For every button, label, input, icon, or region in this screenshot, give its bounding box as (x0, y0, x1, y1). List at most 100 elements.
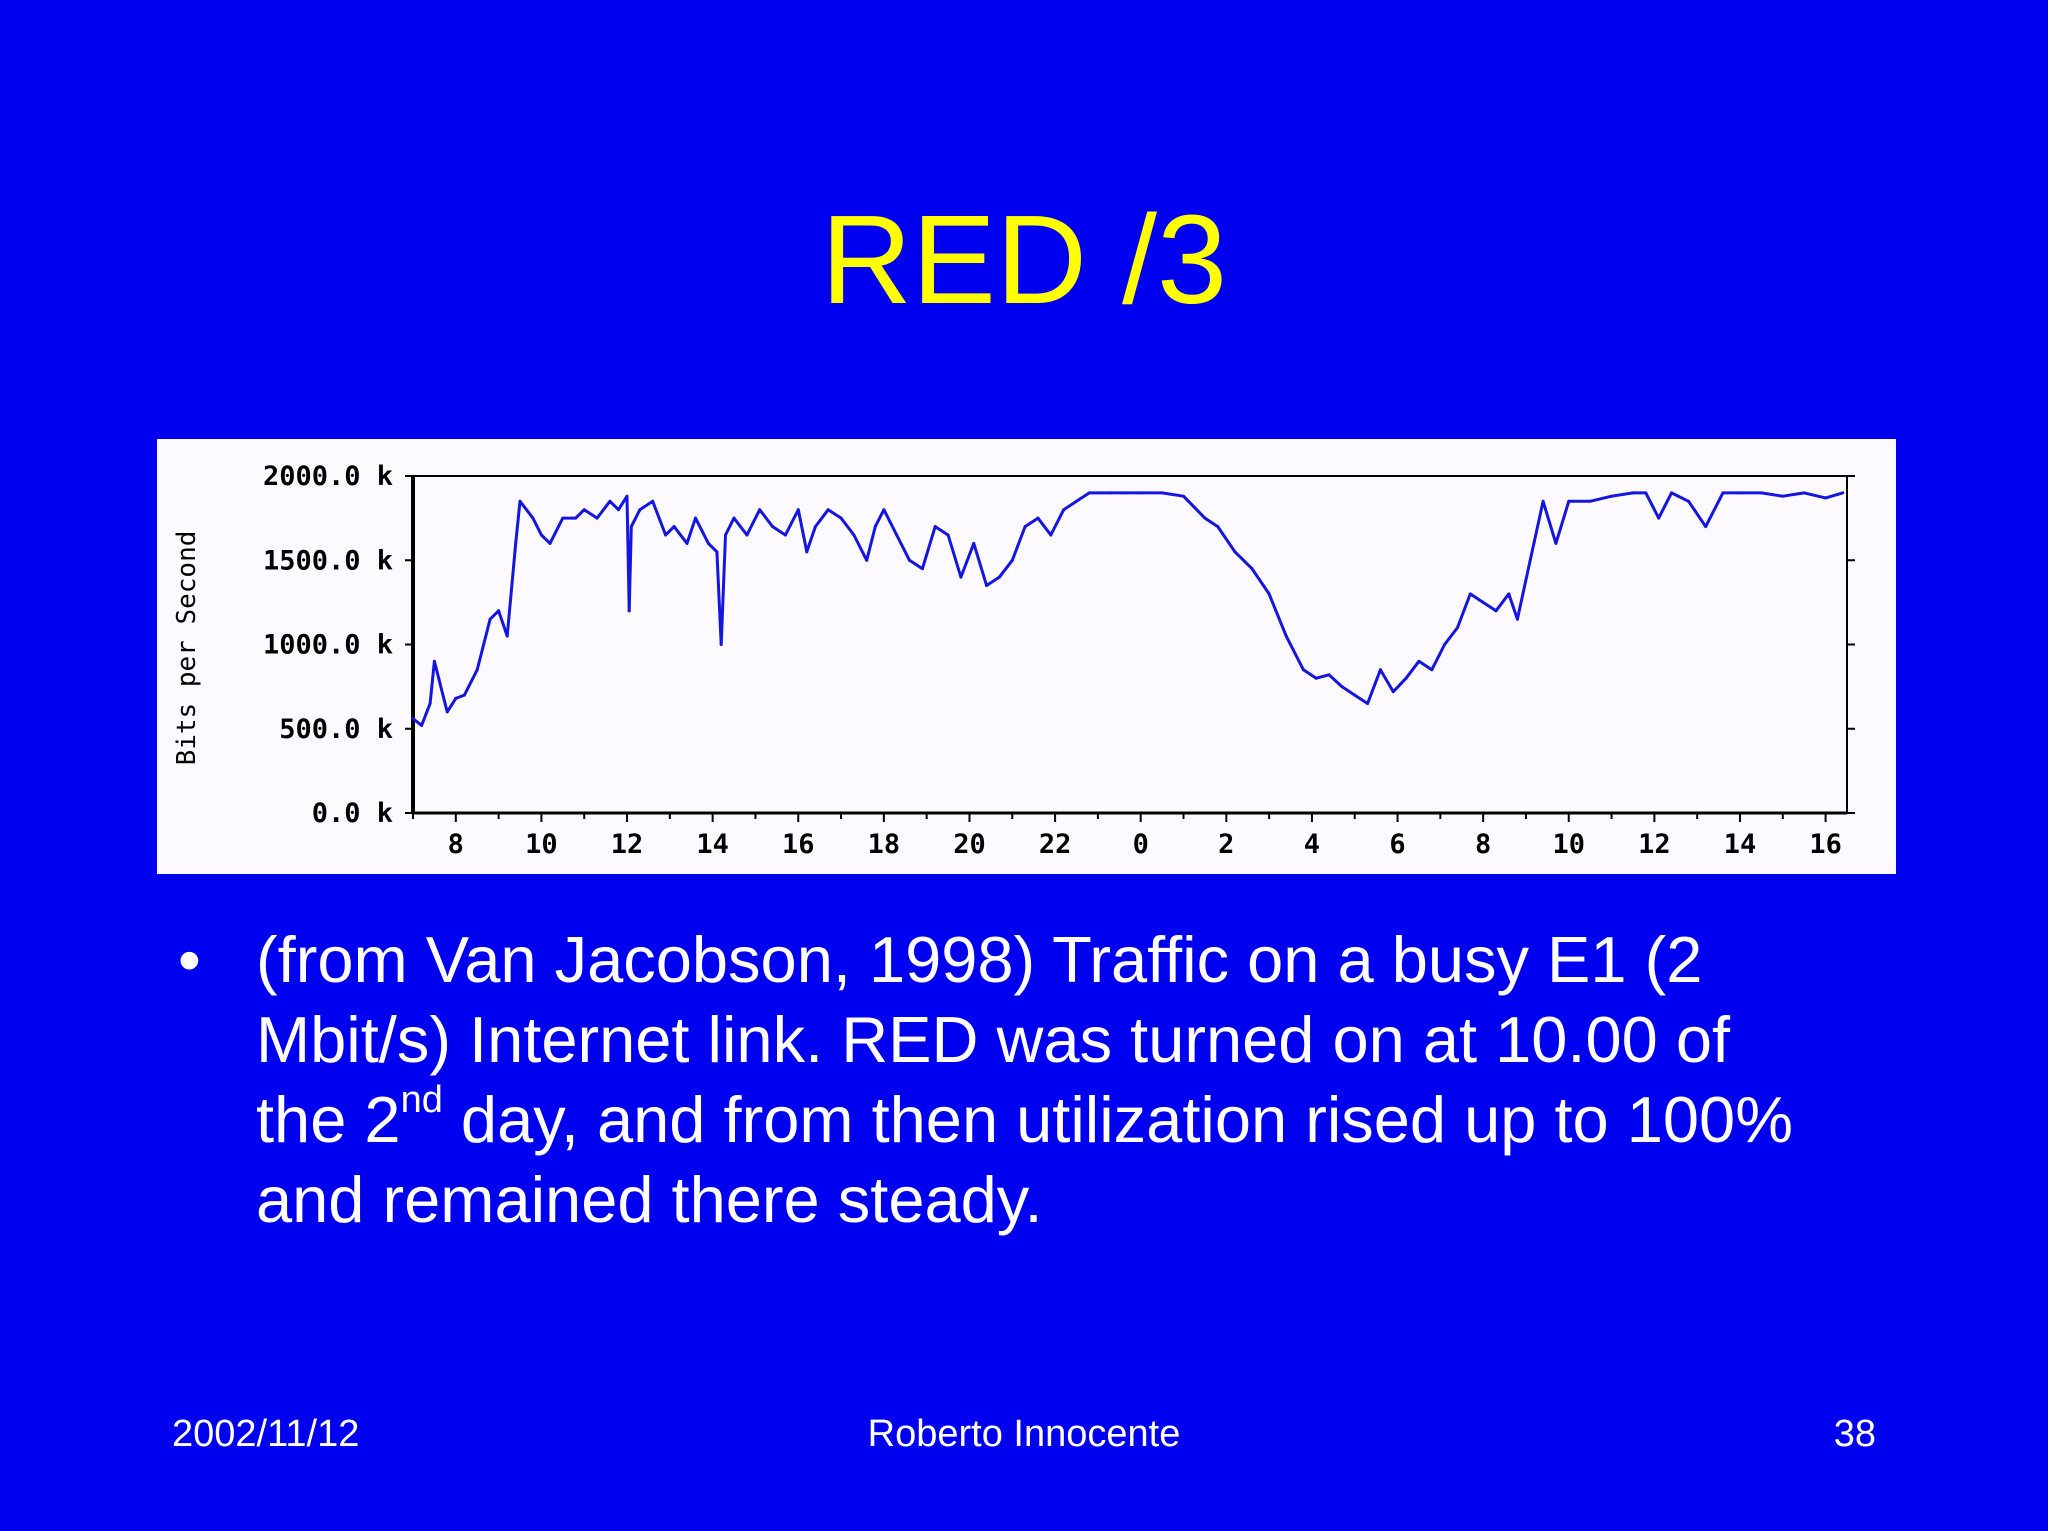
series-point (1109, 491, 1113, 495)
series-point (629, 525, 633, 529)
series-point (1610, 494, 1614, 498)
series-point (1657, 516, 1661, 520)
slide-title: RED /3 (820, 189, 1228, 330)
series-point (1010, 558, 1014, 562)
series-point (1528, 558, 1532, 562)
series-point (1515, 617, 1519, 621)
series-point (1824, 496, 1828, 500)
series-point (1554, 541, 1558, 545)
series-point (1301, 668, 1305, 672)
series-point (1759, 491, 1763, 495)
series-point (1087, 491, 1091, 495)
x-tick-label: 18 (868, 829, 901, 860)
bullet-text: (from Van Jacobson, 1998) Traffic on a b… (256, 920, 1816, 1240)
x-tick-label: 8 (1475, 829, 1491, 860)
y-tick-label: 2000.0 k (263, 461, 393, 492)
series-point (997, 575, 1001, 579)
y-tick-label: 500.0 k (279, 714, 393, 745)
series-point (432, 659, 436, 663)
series-point (638, 508, 642, 512)
x-tick-label: 14 (696, 829, 729, 860)
footer-author: Roberto Innocente (867, 1413, 1181, 1455)
series-point (946, 533, 950, 537)
footer-page-number: 38 (1833, 1413, 1876, 1455)
series-point (895, 533, 899, 537)
x-tick-label: 16 (1809, 829, 1842, 860)
series-point (1340, 685, 1344, 689)
series-point (758, 508, 762, 512)
series-point (651, 499, 655, 503)
series-point (574, 516, 578, 520)
x-tick-label: 14 (1724, 829, 1757, 860)
series-point (1250, 567, 1254, 571)
series-point (1468, 592, 1472, 596)
x-tick-label: 6 (1389, 829, 1405, 860)
series-point (1541, 499, 1545, 503)
series-point (1507, 592, 1511, 596)
series-point (411, 717, 415, 721)
series-point (706, 541, 710, 545)
series-point (985, 584, 989, 588)
series-point (582, 508, 586, 512)
bullet-marker: • (178, 923, 201, 996)
series-point (852, 533, 856, 537)
series-point (1216, 525, 1220, 529)
x-tick-label: 22 (1039, 829, 1072, 860)
series-point (428, 701, 432, 705)
series-point (1443, 643, 1447, 646)
series-point (561, 516, 565, 520)
series-point (908, 558, 912, 562)
series-point (531, 516, 535, 520)
series-point (839, 516, 843, 520)
series-point (627, 609, 631, 613)
x-tick-label: 10 (1553, 829, 1586, 860)
y-axis-label: Bits per Second (172, 531, 202, 766)
series-point (595, 516, 599, 520)
series-point (685, 541, 689, 545)
footer-date: 2002/11/12 (172, 1413, 360, 1455)
x-tick-label: 4 (1304, 829, 1320, 860)
series-point (1233, 550, 1237, 554)
series-point (745, 533, 749, 537)
x-tick-label: 20 (953, 829, 986, 860)
series-point (1049, 533, 1053, 537)
series-point (1327, 673, 1331, 677)
series-point (505, 634, 509, 638)
series-point (1023, 525, 1027, 529)
series-point (608, 499, 612, 503)
series-point (625, 494, 629, 498)
traffic-chart-svg: 0.0 k 500.0 k 1000.0 k 1500.0 k 2000.0 k 8 10… (172, 461, 1855, 860)
series-point (1203, 516, 1207, 520)
series-point (475, 668, 479, 672)
series-point (1378, 668, 1382, 672)
series-point (514, 541, 518, 545)
series-point (771, 525, 775, 529)
series-point (972, 541, 976, 545)
series-point (732, 516, 736, 520)
series-point (672, 525, 676, 529)
series-point (1781, 494, 1785, 498)
series-point (1481, 600, 1485, 604)
series-point (719, 643, 723, 646)
series-point (1687, 499, 1691, 503)
x-tick-label: 12 (611, 829, 644, 860)
series-point (616, 508, 620, 512)
y-tick-label: 1500.0 k (263, 545, 393, 576)
bullet-text-part1: (from Van Jacobson, 1998) Traffic on a b… (256, 923, 1731, 1156)
series-point (1036, 516, 1040, 520)
x-tick-label: 12 (1638, 829, 1671, 860)
y-tick-label: 1000.0 k (263, 630, 393, 661)
series-point (454, 696, 458, 700)
series-point (1139, 491, 1143, 495)
series-point (1704, 525, 1708, 529)
x-tick-label: 0 (1133, 829, 1149, 860)
series-point (1644, 491, 1648, 495)
series-point (497, 609, 501, 613)
series-point (1494, 609, 1498, 613)
bullet-text-part2: day, and from then utilization rised up … (256, 1083, 1794, 1236)
series-point (1062, 508, 1066, 512)
series-point (805, 550, 809, 554)
series-point (462, 693, 466, 697)
series-point (1353, 693, 1357, 697)
series-point (882, 508, 886, 512)
